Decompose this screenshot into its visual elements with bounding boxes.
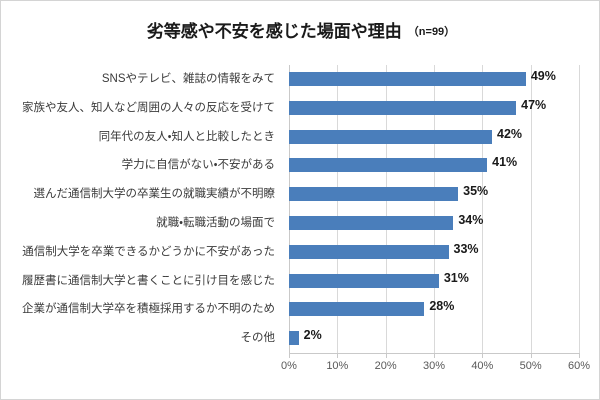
bar-row[interactable]: 2% — [289, 324, 579, 353]
x-tick-mark-0 — [289, 353, 290, 358]
bar-rows: 49% 47% 42% 41% 35% 34% 33% 31% 28% 2% — [289, 65, 579, 353]
bar-value-label: 35% — [463, 184, 489, 199]
gridline-0 — [289, 65, 290, 353]
x-tick-mark-60 — [579, 353, 580, 358]
x-tick-mark-50 — [530, 353, 532, 358]
bar[interactable] — [289, 331, 299, 346]
bar-row[interactable]: 41% — [289, 151, 579, 180]
bar[interactable] — [289, 244, 449, 259]
x-tick-label: 0% — [281, 360, 297, 372]
bar-value-label: 2% — [303, 328, 322, 343]
bar[interactable] — [289, 187, 459, 202]
bar[interactable] — [289, 273, 439, 288]
gridline-50 — [530, 65, 532, 353]
chart-title-main: 劣等感や不安を感じた場面や理由 — [146, 22, 402, 41]
bar[interactable] — [289, 72, 526, 86]
bar-row[interactable]: 47% — [289, 94, 579, 123]
category-label: 履歴書に通信制大学と書くことに引け目を感じた — [22, 274, 275, 287]
category-label: 家族や友人、知人など周囲の人々の反応を受けて — [22, 101, 275, 114]
bar-row[interactable]: 42% — [289, 123, 579, 152]
bar[interactable] — [289, 158, 488, 173]
x-tick-mark-40 — [482, 353, 484, 358]
category-label: 通信制大学を卒業できるかどうかに不安があった — [22, 245, 275, 258]
bar-row[interactable]: 35% — [289, 180, 579, 209]
bar-value-label: 31% — [443, 270, 469, 285]
gridline-40 — [482, 65, 484, 353]
category-label: 就職・転職活動の場面で — [156, 217, 275, 229]
bar-row[interactable]: 31% — [289, 267, 579, 296]
bar-value-label: 28% — [429, 299, 455, 314]
plot-area: 49% 47% 42% 41% 35% 34% 33% 31% 28% 2% — [289, 65, 580, 353]
x-tick-mark-30 — [434, 353, 435, 358]
chart-title-sample-size: （n=99） — [407, 26, 456, 38]
gridline-60 — [579, 65, 580, 353]
gridline-20 — [385, 65, 387, 353]
category-label: 学力に自信がない・不安がある — [121, 159, 275, 172]
category-label: SNSやテレビ、雑誌の情報をみて — [101, 73, 275, 85]
category-label: 企業が通信制大学卒を積極採用するか不明のため — [22, 303, 275, 316]
bar[interactable] — [289, 100, 517, 115]
x-tick-mark-20 — [385, 353, 387, 358]
bar-value-label: 42% — [497, 126, 523, 141]
x-tick-mark-10 — [337, 353, 339, 358]
bar-row[interactable]: 28% — [289, 295, 579, 324]
bar-value-label: 49% — [530, 69, 556, 83]
category-label: その他 — [240, 332, 276, 345]
x-axis-ticks: 0% 10% 20% 30% 40% 50% 60% — [281, 353, 590, 373]
x-tick-label: 10% — [326, 360, 349, 372]
x-tick-label: 50% — [519, 360, 542, 372]
category-axis-labels: SNSやテレビ、雑誌の情報をみて家族や友人、知人など周囲の人々の反応を受けて同年… — [1, 65, 282, 353]
x-tick-label: 30% — [422, 360, 446, 372]
bar-value-label: 41% — [492, 155, 518, 170]
bar-value-label: 34% — [458, 213, 484, 227]
chart-title: 劣等感や不安を感じた場面や理由 （n=99） — [1, 17, 599, 42]
bar[interactable] — [289, 129, 492, 144]
bar-row[interactable]: 33% — [289, 238, 579, 267]
category-label: 選んだ通信制大学の卒業生の就職実績が不明瞭 — [33, 188, 276, 201]
category-label: 同年代の友人・知人と比較したとき — [98, 130, 275, 143]
bar-value-label: 47% — [521, 97, 547, 112]
x-tick-label: 60% — [567, 360, 591, 372]
x-tick-label: 20% — [374, 360, 397, 372]
bar-row[interactable]: 49% — [289, 65, 579, 94]
gridline-10 — [337, 65, 339, 353]
x-tick-label: 40% — [471, 360, 494, 372]
bar-value-label: 33% — [453, 241, 479, 256]
gridline-30 — [434, 65, 435, 353]
bar-row[interactable]: 34% — [289, 209, 579, 238]
bar[interactable] — [289, 216, 454, 230]
bar[interactable] — [289, 302, 425, 317]
gridlines — [289, 65, 580, 353]
